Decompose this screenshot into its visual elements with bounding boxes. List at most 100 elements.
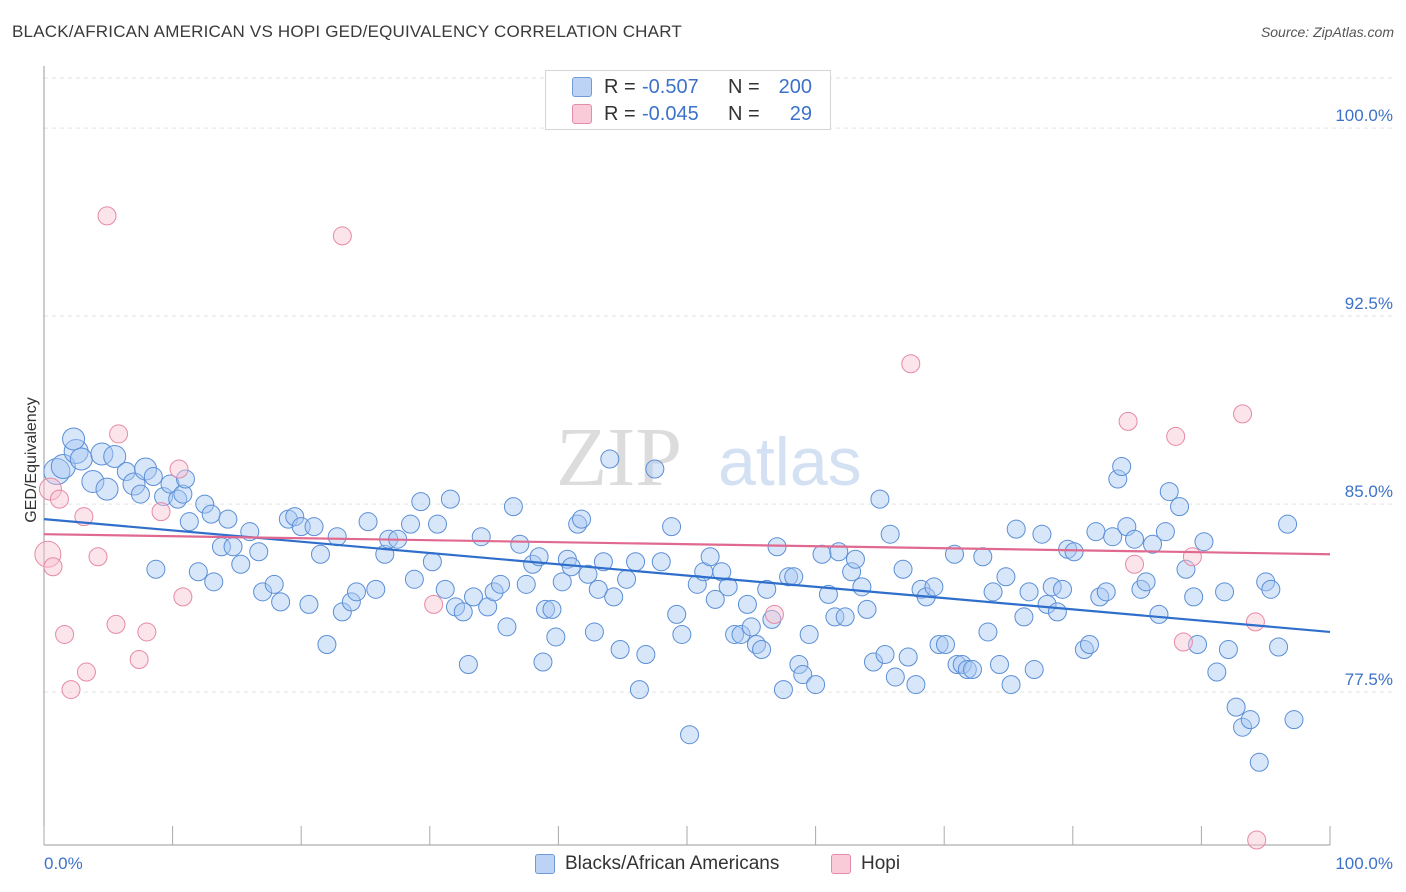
blacks-point <box>249 542 269 562</box>
blacks-point <box>458 655 478 675</box>
blacks-point <box>825 607 845 627</box>
blacks-point <box>160 474 180 494</box>
blacks-point <box>626 552 646 572</box>
blacks-point <box>62 427 86 451</box>
blacks-point <box>146 559 166 579</box>
blacks-point <box>464 587 484 607</box>
blacks-point <box>471 527 491 547</box>
y-tick-label: 92.5% <box>1345 294 1393 313</box>
blacks-point <box>1249 752 1269 772</box>
blacks-point <box>762 609 782 629</box>
blacks-point <box>401 514 421 534</box>
hopi-point <box>1166 426 1186 446</box>
blacks-point <box>973 547 993 567</box>
r-label: R = <box>604 102 636 125</box>
blacks-point <box>629 680 649 700</box>
blacks-point <box>299 594 319 614</box>
blacks-point <box>188 562 208 582</box>
blacks-point <box>842 562 862 582</box>
hopi-point <box>1118 411 1138 431</box>
blacks-point <box>1053 579 1073 599</box>
blacks-point <box>546 627 566 647</box>
blacks-point <box>1269 637 1289 657</box>
blacks-point <box>600 449 620 469</box>
blacks-point <box>134 457 158 481</box>
label-layer: GED/Equivalency <box>23 397 40 522</box>
blacks-point <box>757 579 777 599</box>
blacks-point <box>947 655 967 675</box>
y-tick-label: 100.0% <box>1335 106 1393 125</box>
blacks-point <box>593 552 613 572</box>
blacks-point <box>358 512 378 532</box>
blacks-point <box>1074 639 1094 659</box>
blacks-point <box>1207 662 1227 682</box>
hopi-point <box>901 354 921 374</box>
blacks-point <box>604 587 624 607</box>
blacks-point <box>173 484 193 504</box>
blacks-point <box>725 624 745 644</box>
blacks-point <box>103 444 127 468</box>
blacks-point <box>812 544 832 564</box>
blacks-point <box>310 544 330 564</box>
blacks-point <box>175 469 195 489</box>
y-tick-label: 77.5% <box>1345 670 1393 689</box>
hopi-point <box>1233 404 1253 424</box>
blacks-point <box>935 634 955 654</box>
blacks-point <box>130 484 150 504</box>
blacks-point <box>962 660 982 680</box>
blacks-point <box>1014 607 1034 627</box>
blacks-point <box>1184 587 1204 607</box>
hopi-trend-line <box>43 533 1331 556</box>
blacks-point <box>168 489 188 509</box>
blacks-point <box>952 655 972 675</box>
blacks-point <box>1188 634 1208 654</box>
blacks-point <box>1037 594 1057 614</box>
blacks-point <box>1086 522 1106 542</box>
hopi-point <box>424 594 444 614</box>
source-label: Source: ZipAtlas.com <box>1260 24 1394 40</box>
legend-item-blacks[interactable]: Blacks/African Americans <box>535 852 779 876</box>
blacks-point <box>1006 519 1026 539</box>
blacks-point <box>1108 469 1128 489</box>
stats-legend: R = -0.507 N = 200 R = -0.045 N = 29 <box>545 70 831 130</box>
blacks-point <box>317 634 337 654</box>
blacks-point <box>1103 527 1123 547</box>
blacks-point <box>523 554 543 574</box>
blacks-point <box>835 607 855 627</box>
r-value: -0.507 <box>642 75 699 98</box>
n-value: 29 <box>789 102 812 125</box>
blacks-point <box>304 517 324 537</box>
blacks-point <box>617 569 637 589</box>
blacks-point <box>1080 634 1100 654</box>
blacks-point <box>610 639 630 659</box>
blacks-point <box>223 537 243 557</box>
hopi-point <box>34 540 62 568</box>
blacks-point <box>484 582 504 602</box>
blacks-point <box>253 582 273 602</box>
blacks-point <box>271 592 291 612</box>
blacks-point <box>552 572 572 592</box>
blacks-point <box>578 564 598 584</box>
blacks-point <box>680 725 700 745</box>
blacks-point <box>491 574 511 594</box>
hopi-point <box>61 680 81 700</box>
pink-swatch <box>572 104 592 124</box>
blacks-point <box>435 579 455 599</box>
blacks-point <box>645 459 665 479</box>
blacks-point <box>978 622 998 642</box>
blacks-point <box>1149 604 1169 624</box>
hopi-point <box>106 614 126 634</box>
blacks-point <box>50 454 76 480</box>
legend-item-hopi[interactable]: Hopi <box>831 852 900 876</box>
blacks-point <box>95 477 119 501</box>
x-tick-label: 100.0% <box>1335 854 1393 873</box>
blacks-point <box>893 559 913 579</box>
blacks-point <box>852 577 872 597</box>
blacks-point <box>845 549 865 569</box>
hopi-point <box>97 206 117 226</box>
blacks-point <box>746 634 766 654</box>
blacks-point <box>1226 697 1246 717</box>
blacks-point <box>1215 582 1235 602</box>
blacks-point <box>588 579 608 599</box>
hopi-point <box>109 424 129 444</box>
